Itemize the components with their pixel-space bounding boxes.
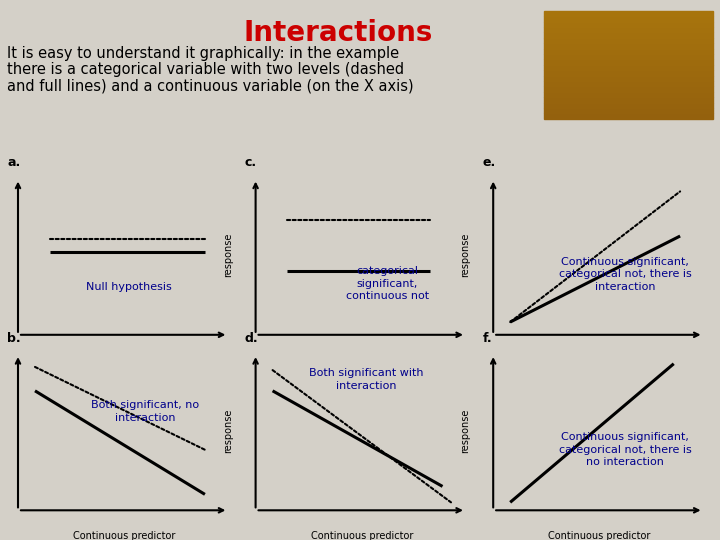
Text: Continuous predictor: Continuous predictor — [73, 531, 176, 540]
Bar — [544, 43, 713, 49]
Text: Both significant with
interaction: Both significant with interaction — [309, 368, 423, 391]
Text: f.: f. — [482, 332, 492, 345]
Text: Continuous predictor: Continuous predictor — [310, 531, 413, 540]
Text: Continuous predictor: Continuous predictor — [548, 355, 651, 366]
Text: d.: d. — [245, 332, 258, 345]
Text: Null hypothesis: Null hypothesis — [86, 282, 171, 292]
Bar — [544, 32, 713, 38]
Text: Interactions: Interactions — [243, 19, 433, 47]
Text: Continuous predictor: Continuous predictor — [73, 355, 176, 366]
Bar — [544, 86, 713, 92]
Bar — [544, 70, 713, 76]
Text: response: response — [223, 408, 233, 453]
Bar — [544, 27, 713, 32]
Bar — [544, 54, 713, 59]
Text: c.: c. — [245, 156, 257, 169]
Text: a.: a. — [7, 156, 21, 169]
Bar — [544, 38, 713, 43]
Text: Continuous predictor: Continuous predictor — [548, 531, 651, 540]
Text: Continuous predictor: Continuous predictor — [310, 355, 413, 366]
Bar — [544, 16, 713, 22]
Bar — [544, 103, 713, 108]
Bar — [544, 92, 713, 97]
Text: Continuous significant,
categorical not, there is
no interaction: Continuous significant, categorical not,… — [559, 433, 691, 467]
Text: b.: b. — [7, 332, 21, 345]
Bar — [544, 59, 713, 65]
Text: Both significant, no
interaction: Both significant, no interaction — [91, 400, 199, 423]
Bar — [544, 11, 713, 16]
Text: response: response — [461, 408, 471, 453]
Bar — [544, 108, 713, 113]
Text: It is easy to understand it graphically: in the example: It is easy to understand it graphically:… — [7, 46, 400, 61]
Text: there is a categorical variable with two levels (dashed: there is a categorical variable with two… — [7, 62, 405, 77]
Text: e.: e. — [482, 156, 496, 169]
Text: Continuous significant,
categorical not, there is
interaction: Continuous significant, categorical not,… — [559, 257, 691, 292]
Bar — [544, 49, 713, 54]
Text: and full lines) and a continuous variable (on the X axis): and full lines) and a continuous variabl… — [7, 78, 414, 93]
Bar — [544, 81, 713, 86]
Text: response: response — [461, 233, 471, 278]
Bar — [544, 113, 713, 119]
Bar — [544, 97, 713, 103]
Bar — [544, 76, 713, 81]
Text: categorical
significant,
continuous not: categorical significant, continuous not — [346, 266, 429, 301]
Bar — [544, 22, 713, 27]
Bar — [544, 65, 713, 70]
Text: response: response — [223, 233, 233, 278]
